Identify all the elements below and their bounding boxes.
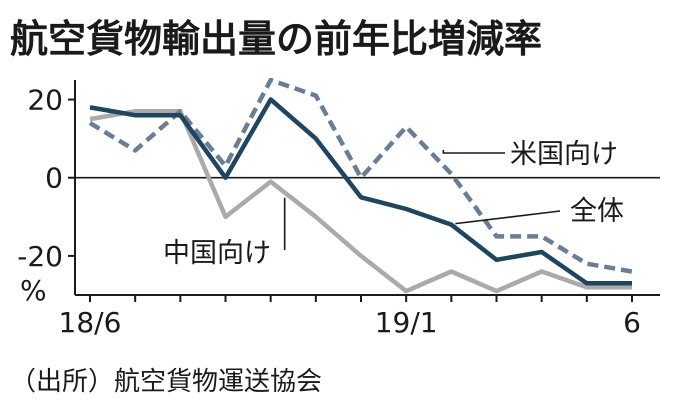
- axes: 20 0 -20 18/6 19/1 6: [17, 80, 660, 339]
- y-axis-unit: %: [20, 274, 47, 307]
- y-tick-label: 0: [45, 162, 63, 195]
- series-label-us: 米国向け: [510, 139, 618, 170]
- series-line-0: [88, 77, 633, 274]
- series-lines: [88, 77, 633, 294]
- series-label-china: 中国向け: [163, 238, 271, 269]
- y-tick-label: 20: [27, 84, 63, 117]
- x-tick-label: 18/6: [59, 306, 122, 339]
- series-label-all: 全体: [570, 196, 624, 227]
- x-tick-label: 19/1: [375, 306, 438, 339]
- source-note: （出所）航空貨物運送協会: [10, 367, 322, 397]
- series-line-1: [89, 97, 632, 286]
- leader-line-us: [442, 149, 505, 154]
- leader-line-all: [455, 210, 561, 225]
- x-tick-label: 6: [623, 306, 641, 339]
- y-tick-label: -20: [17, 240, 63, 273]
- chart-title: 航空貨物輸出量の前年比増減率: [10, 17, 542, 61]
